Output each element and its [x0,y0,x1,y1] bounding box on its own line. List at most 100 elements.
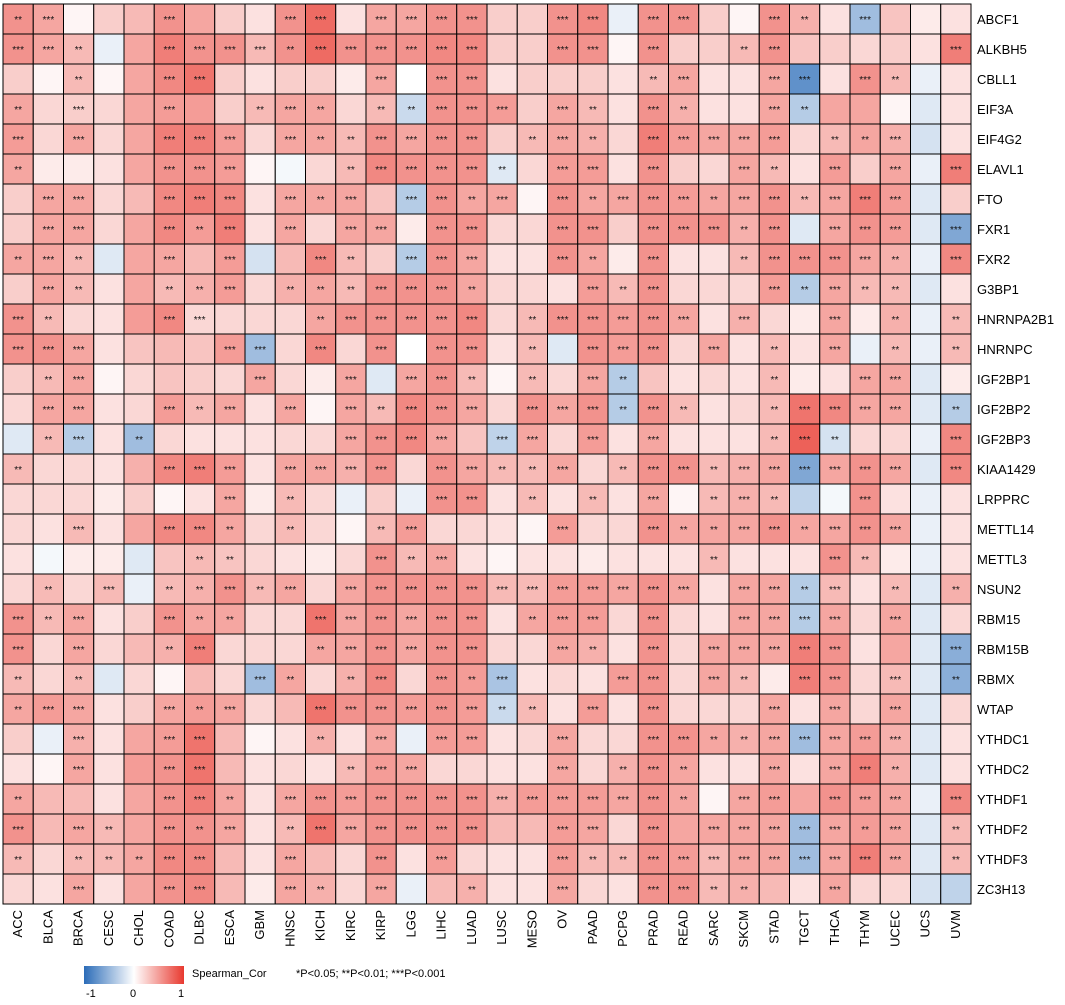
heatmap-cell [758,543,790,575]
heatmap-cell [2,423,34,455]
significance-label: *** [648,705,660,716]
significance-label: ** [14,705,22,716]
heatmap-cell [879,153,911,185]
significance-label: ** [165,285,173,296]
heatmap-cell [698,93,730,125]
heatmap-cell [2,693,34,725]
colorbar-tick-min: -1 [86,988,96,1000]
heatmap-cell [274,723,306,755]
heatmap-cell [577,513,609,545]
heatmap-cell [849,453,881,485]
heatmap-cell [32,513,64,545]
heatmap-cell [940,513,972,545]
heatmap-cell [758,753,790,785]
significance-label: *** [406,255,418,266]
significance-label: *** [496,105,508,116]
heatmap-cell [274,633,306,665]
significance-label: *** [557,225,569,236]
heatmap-cell [153,543,185,575]
heatmap-cell [637,873,669,905]
significance-label: *** [466,225,478,236]
significance-label: *** [375,615,387,626]
heatmap-cell [335,633,367,665]
heatmap-cell [728,663,760,695]
significance-label: *** [859,75,871,86]
significance-label: *** [829,825,841,836]
significance-label: ** [286,675,294,686]
significance-label: *** [769,255,781,266]
heatmap-cell [789,333,821,365]
colorbar-tick-max: 1 [178,988,185,1000]
heatmap-cell [153,453,185,485]
heatmap-cell [123,603,155,635]
significance-label: ** [801,105,809,116]
heatmap-cell [456,513,488,545]
heatmap-cell [486,813,518,845]
heatmap-cell [335,63,367,95]
heatmap-cell [32,213,64,245]
heatmap-cell [426,663,458,695]
heatmap-cell [547,843,579,875]
significance-label: *** [194,645,206,656]
significance-label: ** [196,225,204,236]
significance-label: *** [164,135,176,146]
significance-label: ** [891,285,899,296]
significance-label: *** [648,255,660,266]
heatmap-cell [637,123,669,155]
row-label: HNRNPC [977,342,1033,357]
heatmap-cell [728,333,760,365]
heatmap-cell [93,333,125,365]
heatmap-cell [335,393,367,425]
heatmap-cell [940,873,972,905]
heatmap-cell [32,423,64,455]
significance-label: *** [950,795,962,806]
heatmap-cell [486,3,518,35]
heatmap-cell [395,843,427,875]
heatmap-cell [63,843,95,875]
heatmap-cell [607,813,639,845]
significance-label: *** [375,825,387,836]
heatmap-cell [698,33,730,65]
significance-label: ** [891,765,899,776]
heatmap-cell [758,513,790,545]
significance-label: ** [831,435,839,446]
heatmap-cell [153,483,185,515]
heatmap-cell [395,453,427,485]
heatmap-cell [698,303,730,335]
significance-label: *** [829,885,841,896]
significance-label: *** [466,165,478,176]
significance-label: *** [829,855,841,866]
significance-label: *** [12,315,24,326]
heatmap-cell [456,483,488,515]
significance-label: *** [648,195,660,206]
significance-label: ** [317,135,325,146]
heatmap-cell [305,213,337,245]
significance-label: ** [317,195,325,206]
heatmap-cell [910,363,942,395]
significance-label: ** [135,855,143,866]
significance-label: *** [194,885,206,896]
heatmap-cell [335,483,367,515]
significance-label: ** [75,255,83,266]
heatmap-cell [547,63,579,95]
heatmap-cell [93,33,125,65]
heatmap-cell [32,843,64,875]
heatmap-cell [153,303,185,335]
heatmap-cell [335,303,367,335]
significance-label: *** [73,525,85,536]
colorbar [84,966,184,984]
column-label: UCS [918,910,933,938]
heatmap-cell [879,543,911,575]
significance-label: *** [436,795,448,806]
heatmap-cell [668,123,700,155]
heatmap-cell [698,873,730,905]
significance-label: *** [769,15,781,26]
heatmap-cell [63,123,95,155]
significance-label: *** [406,135,418,146]
heatmap-cell [456,543,488,575]
significance-label: *** [829,255,841,266]
heatmap-cell [940,603,972,635]
significance-label: *** [769,825,781,836]
significance-label: *** [587,705,599,716]
column-label: KICH [313,910,328,941]
